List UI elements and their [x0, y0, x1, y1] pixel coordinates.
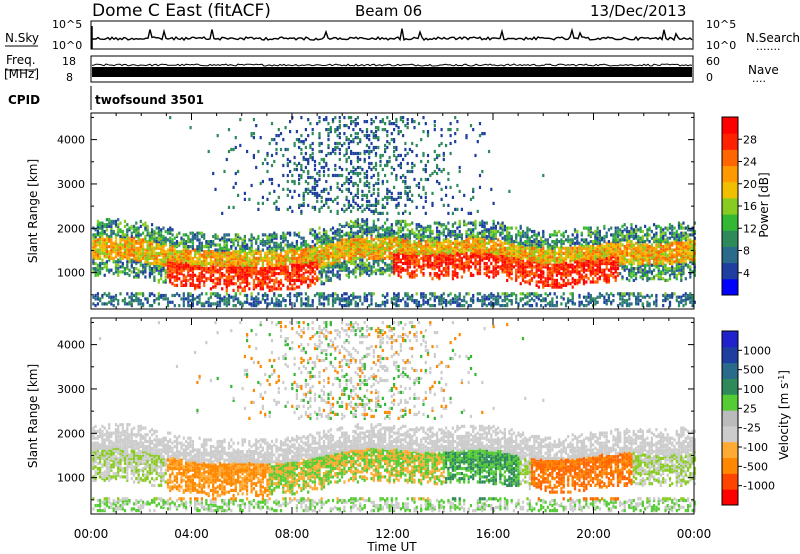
freq-tick-top-right: 60: [706, 55, 720, 68]
power-data: [92, 116, 696, 308]
freq-tick-bottom-left: 8: [66, 71, 73, 84]
power-ytick-label: 4000: [57, 134, 85, 147]
x-tick-label: 00:00: [677, 527, 712, 541]
beam-label: Beam 06: [355, 2, 422, 20]
x-tick-label: 04:00: [174, 527, 209, 541]
figure-title: Dome C East (fitACF): [92, 1, 271, 21]
power-colorbar-tick: 16: [743, 200, 757, 213]
velocity-colorbar-tick: -500: [743, 460, 768, 473]
velocity-ytick-label: 2000: [57, 427, 85, 440]
power-colorbar-tick: 4: [743, 267, 750, 280]
cpid-value: twofsound 3501: [95, 93, 204, 107]
nsearch-label: N.Search: [746, 31, 800, 45]
power-ytick-label: 1000: [57, 267, 85, 280]
velocity-ytick-label: 1000: [57, 472, 85, 485]
power-yticks: 1000 2000 3000 4000: [57, 116, 694, 296]
power-colorbar-tick: 8: [743, 245, 750, 258]
freq-band: [92, 67, 692, 77]
x-tick-label: 16:00: [476, 527, 511, 541]
velocity-yticks: 1000 2000 3000 4000: [57, 321, 694, 501]
power-colorbar-tick: 12: [743, 222, 757, 235]
nave-dots: ....: [752, 72, 766, 85]
cpid-strip: CPID twofsound 3501: [8, 86, 204, 110]
power-ytick-label: 2000: [57, 222, 85, 235]
nsky-label: N.Sky: [5, 31, 39, 45]
nsearch-dots: .......: [756, 40, 780, 53]
velocity-ylabel: Slant Range [km]: [26, 364, 40, 468]
freq-label-top: Freq.: [6, 53, 36, 67]
power-ylabel: Slant Range [km]: [26, 159, 40, 263]
velocity-ytick-label: 4000: [57, 339, 85, 352]
x-tick-label: 12:00: [375, 527, 410, 541]
power-colorbar-label: Power [dB]: [757, 172, 771, 237]
velocity-colorbar-tick: 1000: [743, 344, 771, 357]
velocity-data: [92, 321, 696, 513]
nave-label: Nave: [748, 63, 779, 77]
power-colorbar: 4 8 12 16 20 24 28 Power [dB]: [721, 116, 771, 296]
velocity-colorbar-tick: 100: [743, 383, 764, 396]
freq-strip: Freq. [MHz] 18 8 60 0 Nave ....: [4, 53, 779, 85]
velocity-xticks: [90, 318, 695, 514]
date-label: 13/Dec/2013: [590, 2, 686, 20]
power-panel: 1000 2000 3000 4000 Slant Range [km]: [26, 112, 696, 310]
velocity-colorbar-tick: -100: [743, 441, 768, 454]
velocity-colorbar-tick: -1000: [743, 480, 775, 493]
nsky-tick-top-left: 10^5: [52, 18, 82, 31]
nsky-tick-bottom-right: 10^0: [706, 39, 736, 52]
x-tick-label: 00:00: [74, 527, 109, 541]
velocity-colorbar: 1000 500 100 25 -25 -100 -500 -1000 Velocity [m…: [721, 330, 791, 506]
velocity-ytick-label: 3000: [57, 383, 85, 396]
power-colorbar-tick: 20: [743, 178, 757, 191]
power-xticks: [90, 113, 695, 309]
nsky-tick-bottom-left: 10^0: [52, 39, 82, 52]
velocity-colorbar-label: Velocity [m s-1]: [777, 370, 791, 460]
velocity-colorbar-tick: 500: [743, 364, 764, 377]
cpid-label: CPID: [8, 93, 40, 107]
power-colorbar-tick: 28: [743, 133, 757, 146]
velocity-colorbar-tick: -25: [743, 422, 761, 435]
x-tick-label: 20:00: [576, 527, 611, 541]
x-tick-labels: 00:00 04:00 08:00 12:00 16:00 20:00 00:00: [74, 527, 712, 541]
nsky-strip: N.Sky 10^5 10^0 10^5 10^0 N.Search .....…: [5, 18, 800, 53]
x-axis-label: Time UT: [366, 540, 417, 554]
freq-tick-bottom-right: 0: [706, 71, 713, 84]
power-colorbar-tick: 24: [743, 156, 757, 169]
power-ytick-label: 3000: [57, 178, 85, 191]
nsky-tick-top-right: 10^5: [706, 18, 736, 31]
x-tick-label: 08:00: [275, 527, 310, 541]
freq-label-bottom: [MHz]: [4, 67, 39, 81]
velocity-colorbar-tick: 25: [743, 402, 757, 415]
freq-tick-top-left: 18: [62, 55, 76, 68]
